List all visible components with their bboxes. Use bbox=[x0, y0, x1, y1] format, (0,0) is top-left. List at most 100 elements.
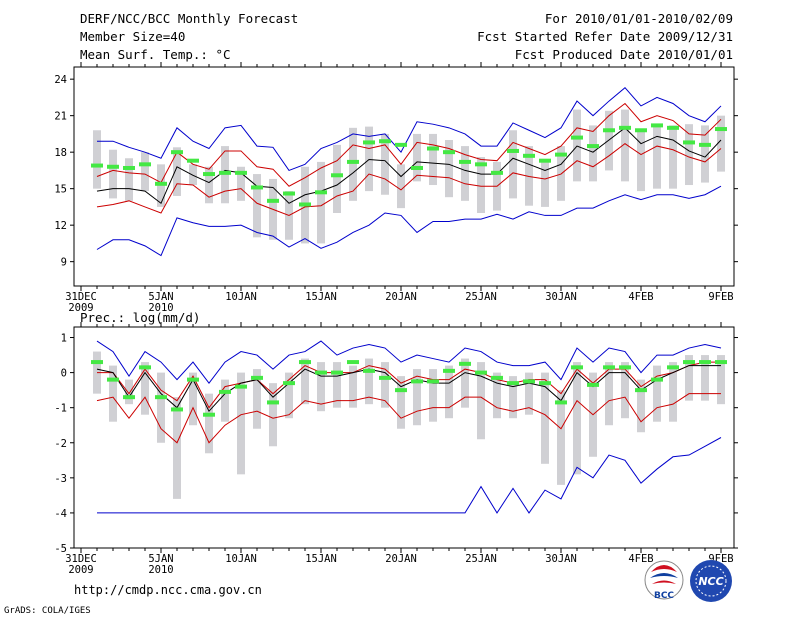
median-bar bbox=[155, 181, 167, 186]
spread-box bbox=[717, 355, 725, 405]
median-bar bbox=[315, 190, 327, 195]
y-tick-label: 21 bbox=[54, 111, 67, 123]
spread-box bbox=[605, 362, 613, 426]
spread-box bbox=[669, 125, 677, 189]
spread-box bbox=[445, 140, 453, 198]
spread-box bbox=[301, 358, 309, 405]
spread-box bbox=[189, 372, 197, 426]
x-tick-label: 31DEC bbox=[65, 553, 97, 565]
lower-spread-line bbox=[96, 143, 722, 216]
spread-box bbox=[365, 358, 373, 405]
spread-box bbox=[477, 157, 485, 213]
spread-box bbox=[109, 365, 117, 422]
median-bar bbox=[699, 360, 711, 365]
median-bar bbox=[459, 361, 471, 366]
median-bar bbox=[571, 135, 583, 140]
spread-box bbox=[173, 147, 181, 196]
median-bar bbox=[443, 368, 455, 373]
spread-box bbox=[637, 379, 645, 433]
y-tick-label: 0 bbox=[61, 368, 67, 380]
median-bar bbox=[683, 140, 695, 145]
median-bar bbox=[315, 370, 327, 375]
spread-box bbox=[621, 109, 629, 182]
median-bar bbox=[171, 407, 183, 412]
spread-box bbox=[349, 127, 357, 201]
spread-box bbox=[349, 365, 357, 408]
spread-box bbox=[173, 397, 181, 499]
x-tick-label: 31DEC bbox=[65, 291, 97, 303]
median-bar bbox=[443, 150, 455, 155]
spread-box bbox=[461, 358, 469, 408]
median-bar bbox=[251, 375, 263, 380]
spread-box bbox=[541, 372, 549, 464]
spread-box bbox=[509, 130, 517, 199]
median-bar bbox=[219, 389, 231, 394]
median-bar bbox=[539, 381, 551, 386]
spread-box bbox=[189, 164, 197, 186]
median-bar bbox=[331, 370, 343, 375]
spread-box bbox=[141, 152, 149, 192]
median-bar bbox=[587, 382, 599, 387]
median-bar bbox=[139, 365, 151, 370]
upper-spread-line bbox=[96, 102, 722, 187]
median-bar bbox=[107, 377, 119, 382]
precip-title: Prec.: log(mm/d) bbox=[80, 310, 200, 325]
x-tick-sublabel: 2009 bbox=[68, 564, 93, 576]
ncc-logo: NCC bbox=[690, 560, 732, 602]
spread-box bbox=[477, 362, 485, 440]
spread-box bbox=[285, 372, 293, 419]
median-bar bbox=[683, 360, 695, 365]
median-bar bbox=[395, 142, 407, 147]
y-tick-label: -5 bbox=[54, 543, 67, 555]
spread-box bbox=[221, 379, 229, 422]
x-tick-label: 5JAN bbox=[148, 291, 173, 303]
spread-box bbox=[717, 115, 725, 172]
spread-box bbox=[253, 369, 261, 429]
median-bar bbox=[107, 164, 119, 169]
spread-box bbox=[381, 362, 389, 408]
spread-box bbox=[93, 130, 101, 189]
spread-box bbox=[557, 390, 565, 485]
median-bar bbox=[347, 159, 359, 164]
median-bar bbox=[91, 163, 103, 168]
spread-box bbox=[461, 146, 469, 201]
spread-box bbox=[253, 174, 261, 238]
median-bar bbox=[459, 159, 471, 164]
plot-frame bbox=[73, 66, 735, 287]
median-bar bbox=[203, 412, 215, 417]
spread-box bbox=[397, 164, 405, 209]
y-tick-label: 1 bbox=[61, 333, 67, 345]
upper-spread-line bbox=[97, 361, 721, 409]
x-tick-label: 5JAN bbox=[148, 553, 173, 565]
median-bar bbox=[619, 125, 631, 130]
median-bar bbox=[619, 365, 631, 370]
spread-box bbox=[413, 369, 421, 426]
x-tick-label: 20JAN bbox=[385, 291, 417, 303]
median-bar bbox=[347, 360, 359, 365]
median-bar bbox=[635, 388, 647, 393]
median-bar bbox=[555, 400, 567, 405]
spread-box bbox=[109, 149, 117, 199]
median-bar bbox=[491, 170, 503, 175]
spread-box bbox=[205, 166, 213, 204]
spread-box bbox=[125, 379, 133, 405]
bcc-logo: BCC bbox=[644, 560, 684, 601]
median-bar bbox=[475, 370, 487, 375]
footer-url[interactable]: http://cmdp.ncc.cma.gov.cn bbox=[74, 583, 262, 597]
spread-box bbox=[157, 372, 165, 443]
bcc-logo-text: BCC bbox=[654, 591, 674, 601]
x-tick-label: 10JAN bbox=[225, 553, 257, 565]
spread-box bbox=[493, 372, 501, 419]
median-bar bbox=[651, 377, 663, 382]
min-line bbox=[96, 185, 722, 257]
spread-box bbox=[237, 372, 245, 475]
x-tick-label: 9FEB bbox=[708, 291, 733, 303]
median-bar bbox=[379, 375, 391, 380]
spread-box bbox=[509, 376, 517, 419]
footer-credit: GrADS: COLA/IGES bbox=[4, 606, 91, 616]
median-bar bbox=[411, 379, 423, 384]
median-bar bbox=[235, 384, 247, 389]
y-tick-label: 15 bbox=[54, 184, 67, 196]
mean-line bbox=[96, 365, 721, 413]
median-bar bbox=[331, 173, 343, 178]
